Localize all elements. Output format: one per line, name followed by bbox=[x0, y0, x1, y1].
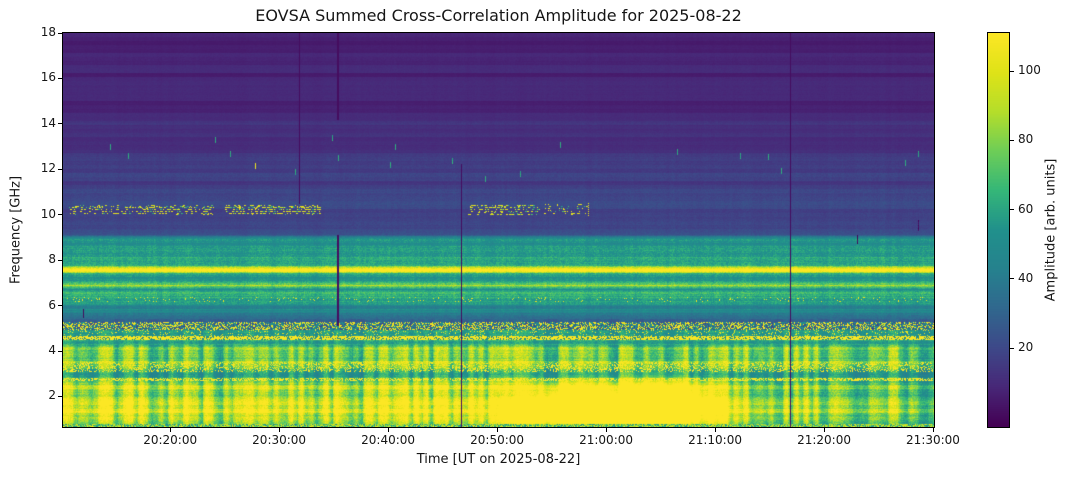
y-tick-mark bbox=[58, 259, 62, 261]
x-tick-label: 20:30:00 bbox=[252, 433, 307, 447]
colorbar-gradient bbox=[988, 33, 1009, 427]
colorbar-tick-label: 80 bbox=[1018, 132, 1034, 147]
x-tick-mark bbox=[823, 428, 825, 432]
y-tick-mark bbox=[58, 350, 62, 352]
colorbar-label: Amplitude [arb. units] bbox=[1043, 158, 1059, 302]
colorbar-tick-label: 100 bbox=[1018, 63, 1041, 78]
colorbar-tick-label: 20 bbox=[1018, 340, 1034, 355]
x-tick-mark bbox=[496, 428, 498, 432]
x-tick-mark bbox=[932, 428, 934, 432]
x-tick-mark bbox=[169, 428, 171, 432]
x-tick-mark bbox=[605, 428, 607, 432]
y-tick-mark bbox=[58, 214, 62, 216]
y-tick-mark bbox=[58, 395, 62, 397]
x-tick-label: 21:10:00 bbox=[688, 433, 742, 447]
y-tick-mark bbox=[58, 32, 62, 34]
x-tick-mark bbox=[278, 428, 280, 432]
y-tick-label: 2 bbox=[48, 388, 56, 403]
x-tick-label: 21:20:00 bbox=[797, 433, 851, 447]
y-tick-label: 12 bbox=[40, 161, 56, 176]
x-tick-label: 20:40:00 bbox=[361, 433, 416, 447]
chart-title: EOVSA Summed Cross-Correlation Amplitude… bbox=[255, 6, 742, 25]
y-tick-label: 14 bbox=[40, 115, 56, 130]
y-tick-mark bbox=[58, 123, 62, 125]
y-tick-label: 10 bbox=[40, 206, 56, 221]
x-tick-label: 21:00:00 bbox=[579, 433, 634, 447]
x-tick-label: 20:50:00 bbox=[470, 433, 525, 447]
colorbar-tick-mark bbox=[1010, 209, 1014, 211]
colorbar-tick-label: 60 bbox=[1018, 201, 1034, 216]
y-axis-label: Frequency [GHz] bbox=[8, 175, 24, 285]
y-tick-mark bbox=[58, 168, 62, 170]
y-tick-label: 8 bbox=[48, 252, 56, 267]
y-tick-label: 4 bbox=[48, 343, 56, 358]
colorbar-tick-mark bbox=[1010, 139, 1014, 141]
y-tick-mark bbox=[58, 305, 62, 307]
x-tick-label: 20:20:00 bbox=[143, 433, 198, 447]
x-axis-label: Time [UT on 2025-08-22] bbox=[416, 452, 581, 467]
colorbar-tick-mark bbox=[1010, 70, 1014, 72]
y-tick-label: 16 bbox=[40, 70, 56, 85]
y-tick-label: 18 bbox=[40, 25, 56, 39]
y-tick-mark bbox=[58, 77, 62, 79]
spectrogram-canvas bbox=[63, 33, 934, 427]
colorbar-tick-mark bbox=[1010, 347, 1014, 349]
colorbar-tick-mark bbox=[1010, 278, 1014, 280]
x-tick-mark bbox=[714, 428, 716, 432]
y-tick-label: 6 bbox=[48, 297, 56, 312]
x-tick-mark bbox=[387, 428, 389, 432]
colorbar-tick-label: 40 bbox=[1018, 270, 1034, 285]
x-tick-label: 21:30:00 bbox=[906, 433, 960, 447]
